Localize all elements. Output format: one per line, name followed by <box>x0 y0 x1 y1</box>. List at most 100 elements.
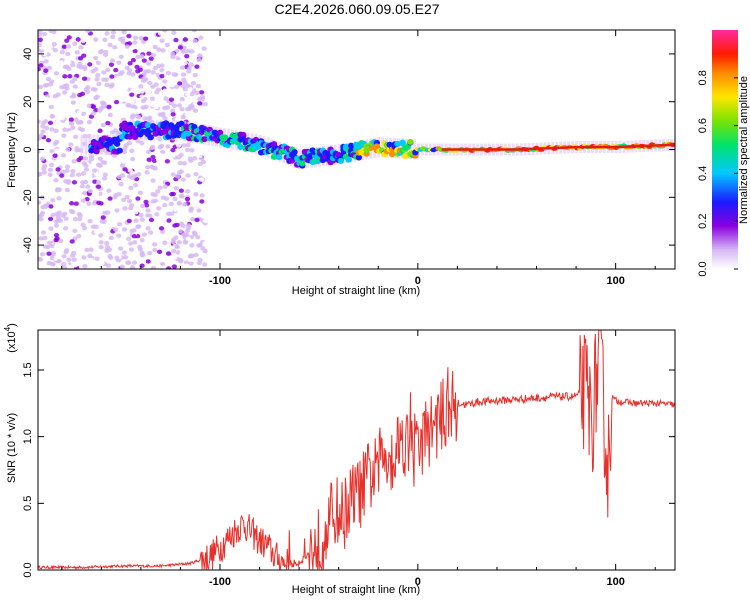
heatmap-noise-blob <box>46 65 53 71</box>
heatmap-noise-blob <box>88 247 94 252</box>
heatmap-noise-blob <box>186 106 192 111</box>
heatmap-noise-blob <box>66 257 72 262</box>
heatmap-noise-blob <box>185 142 191 148</box>
heatmap-noise-blob <box>141 58 147 63</box>
heatmap-y-tick-label: 40 <box>22 48 34 60</box>
heatmap-noise-blob <box>74 148 80 153</box>
heatmap-noise-blob <box>38 63 44 68</box>
heatmap-noise-blob <box>95 180 102 185</box>
heatmap-noise-blob <box>180 177 186 182</box>
heatmap-noise-blob <box>61 44 67 49</box>
heatmap-noise-blob <box>112 162 118 167</box>
heatmap-noise-blob <box>77 216 83 222</box>
heatmap-noise-blob <box>90 104 97 110</box>
heatmap-noise-blob <box>79 91 86 97</box>
heatmap-noise-blob <box>176 170 183 175</box>
heatmap-noise-blob <box>98 244 104 250</box>
heatmap-halo <box>179 120 183 141</box>
heatmap-noise-blob <box>181 103 187 108</box>
heatmap-noise-blob <box>47 172 53 177</box>
heatmap-noise-blob <box>38 48 45 54</box>
heatmap-noise-blob <box>53 223 60 228</box>
heatmap-noise-blob <box>98 240 104 245</box>
heatmap-noise-blob <box>116 233 122 238</box>
heatmap-noise-blob <box>140 203 146 209</box>
heatmap-noise-blob <box>59 49 65 55</box>
heatmap-noise-blob <box>53 71 60 76</box>
heatmap-noise-blob <box>71 180 78 185</box>
heatmap-noise-blob <box>53 128 59 134</box>
heatmap-noise-blob <box>151 74 157 79</box>
heatmap-noise-blob <box>196 57 202 63</box>
heatmap-noise-blob <box>93 95 99 101</box>
heatmap-noise-blob <box>125 103 131 108</box>
heatmap-noise-blob <box>155 189 161 194</box>
heatmap-noise-blob <box>188 62 194 67</box>
heatmap-noise-blob <box>55 92 61 97</box>
heatmap-noise-blob <box>136 224 142 229</box>
heatmap-noise-blob <box>49 261 55 267</box>
heatmap-noise-blob <box>74 50 80 55</box>
heatmap-noise-blob <box>81 76 88 81</box>
heatmap-noise-blob <box>58 238 64 244</box>
heatmap-noise-blob <box>174 222 180 228</box>
heatmap-signal-blob <box>116 147 123 154</box>
heatmap-noise-blob <box>166 218 172 223</box>
heatmap-signal-blob <box>291 149 298 156</box>
heatmap-noise-blob <box>192 156 198 161</box>
heatmap-noise-blob <box>55 250 62 256</box>
heatmap-noise-blob <box>156 249 163 255</box>
heatmap-noise-blob <box>61 265 68 269</box>
colorbar-tick-label: 0.6 <box>697 118 709 133</box>
heatmap-noise-blob <box>170 52 176 57</box>
heatmap-noise-blob <box>185 236 191 241</box>
heatmap-noise-blob <box>39 252 46 257</box>
heatmap-noise-blob <box>171 264 178 269</box>
heatmap-noise-blob <box>99 260 105 266</box>
heatmap-noise-blob <box>47 167 54 172</box>
heatmap-noise-blob <box>197 257 203 263</box>
heatmap-noise-blob <box>156 47 162 52</box>
heatmap-x-tick-label: -100 <box>209 275 231 287</box>
heatmap-noise-blob <box>176 143 182 148</box>
heatmap-noise-blob <box>164 159 170 164</box>
heatmap-noise-blob <box>116 212 122 218</box>
snr-panel: -100 0 100 0.0 0.5 1.0 1.5 Height of straight … <box>3 323 676 596</box>
heatmap-noise-blob <box>139 140 145 146</box>
heatmap-noise-blob <box>42 83 49 88</box>
heatmap-noise-blob <box>50 251 57 256</box>
heatmap-noise-blob <box>76 211 82 217</box>
heatmap-noise-blob <box>67 264 74 269</box>
heatmap-noise-blob <box>41 170 48 175</box>
heatmap-noise-blob <box>64 187 71 193</box>
heatmap-noise-blob <box>162 30 168 33</box>
heatmap-noise-blob <box>154 89 160 95</box>
heatmap-noise-blob <box>158 170 164 176</box>
heatmap-noise-blob <box>178 221 184 226</box>
heatmap-noise-blob <box>185 189 191 194</box>
heatmap-noise-blob <box>41 199 48 205</box>
heatmap-noise-blob <box>182 87 188 92</box>
heatmap-x-tick-label: 0 <box>415 275 421 287</box>
heatmap-noise-blob <box>86 201 92 206</box>
heatmap-noise-blob <box>104 82 110 88</box>
heatmap-noise-blob <box>114 208 120 213</box>
heatmap-y-label: Frequency (Hz) <box>6 112 18 188</box>
heatmap-noise-blob <box>155 157 162 163</box>
snr-scale-base: (x10 <box>6 331 18 352</box>
heatmap-noise-blob <box>49 243 55 249</box>
heatmap-noise-blob <box>79 127 86 133</box>
heatmap-x-tick-label: 100 <box>606 275 624 287</box>
heatmap-noise-blob <box>59 173 65 178</box>
heatmap-noise-blob <box>168 101 174 106</box>
heatmap-noise-blob <box>123 86 129 92</box>
heatmap-noise-blob <box>81 255 87 260</box>
heatmap-noise-blob <box>115 75 121 81</box>
heatmap-noise-blob <box>38 109 41 114</box>
heatmap-noise-blob <box>118 246 124 251</box>
heatmap-noise-blob <box>200 73 206 78</box>
heatmap-noise-blob <box>82 156 89 161</box>
heatmap-noise-blob <box>119 264 125 269</box>
heatmap-noise-blob <box>165 251 172 256</box>
